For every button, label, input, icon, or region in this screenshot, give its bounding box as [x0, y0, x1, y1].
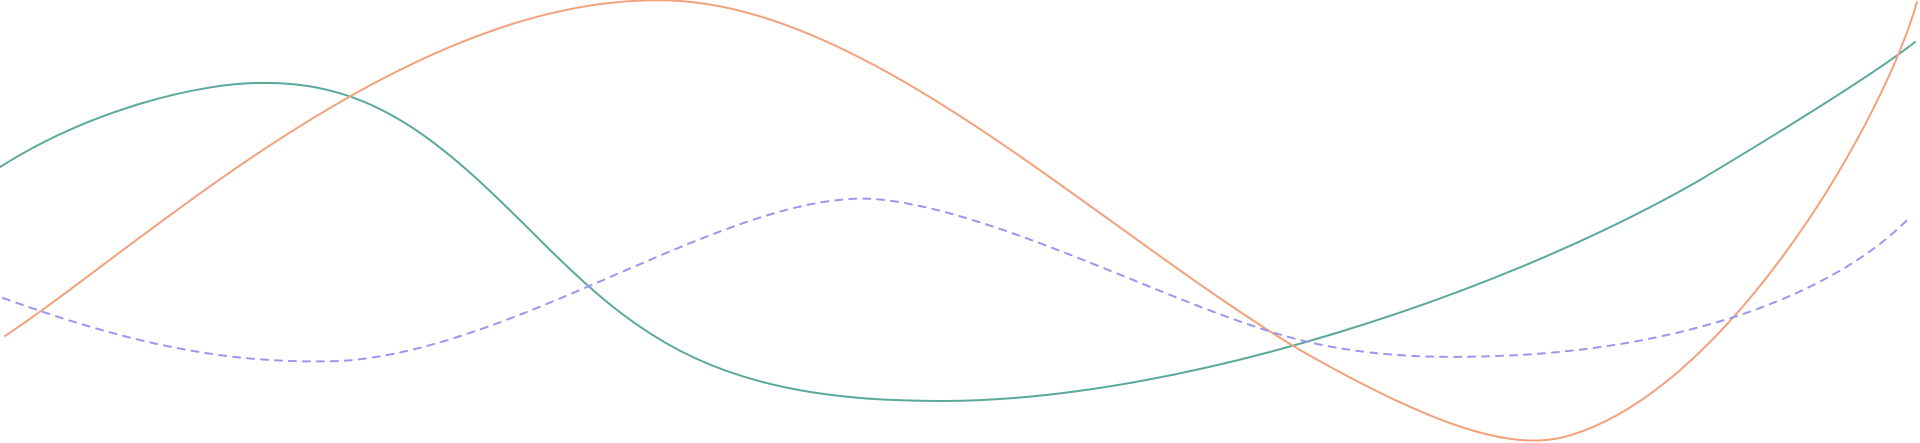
- orange-wave-line: [4, 0, 1918, 442]
- teal-wave-line: [0, 41, 1916, 403]
- purple-wave-line: [2, 197, 1911, 363]
